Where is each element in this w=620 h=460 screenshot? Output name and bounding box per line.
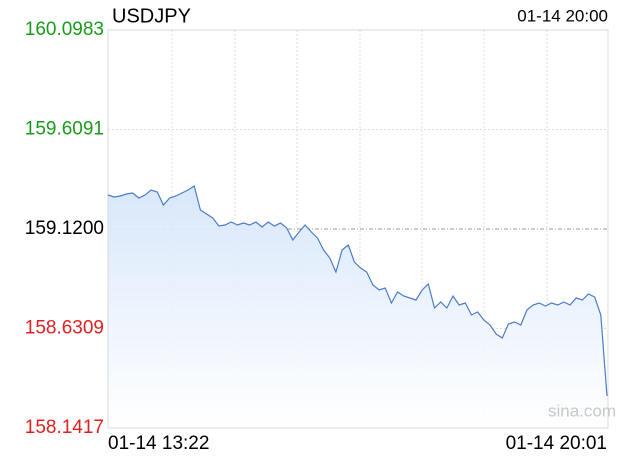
line	[107, 185, 608, 397]
y-tick-label: 158.1417	[25, 417, 104, 438]
watermark: sina.com	[548, 401, 616, 420]
y-tick-label: 159.6091	[25, 119, 104, 140]
chart-title: USDJPY	[112, 5, 191, 27]
area	[108, 186, 607, 428]
plot-border	[107, 29, 609, 429]
y-tick-label: 160.0983	[25, 19, 104, 40]
timestamp: 01-14 20:00	[517, 6, 608, 25]
y-tick-label: 159.1200	[25, 218, 104, 239]
x-tick-label: 01-14 20:01	[506, 433, 607, 454]
x-tick-label: 01-14 13:22	[108, 433, 209, 454]
y-tick-label: 158.6309	[25, 318, 104, 339]
